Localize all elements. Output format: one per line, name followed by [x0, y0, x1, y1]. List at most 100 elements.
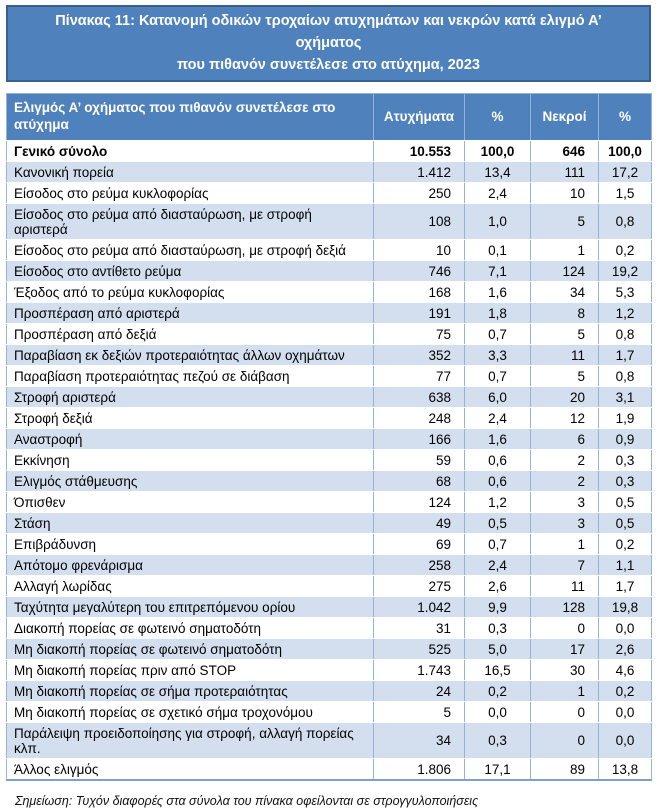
- accidents-value: 191: [373, 302, 465, 324]
- column-header-maneuver: Ελιγμός Α’ οχήματος που πιθανόν συνετέλε…: [6, 93, 374, 141]
- accidents-pct: 2,4: [464, 554, 531, 576]
- accidents-value: 1.806: [373, 758, 465, 781]
- accidents-pct: 1,8: [464, 302, 531, 324]
- accidents-value: 108: [373, 203, 465, 240]
- accidents-value: 69: [373, 533, 465, 555]
- deaths-value: 10: [530, 182, 599, 204]
- deaths-value: 34: [530, 281, 599, 303]
- accidents-value: 124: [373, 491, 465, 513]
- deaths-value: 6: [530, 428, 599, 450]
- table-row: Μη διακοπή πορείας πριν από STOP 1.743 16,…: [6, 659, 652, 681]
- accidents-pct: 0,7: [464, 323, 531, 345]
- accidents-pct: 1,2: [464, 491, 531, 513]
- accidents-pct: 7,1: [464, 260, 531, 282]
- maneuver-label: Εκκίνηση: [6, 449, 374, 471]
- accidents-pct: 0,7: [464, 365, 531, 387]
- table-row: Ελιγμός στάθμευσης 68 0,6 2 0,3: [6, 470, 652, 492]
- deaths-pct: 1,5: [598, 182, 652, 204]
- table-row: Είσοδος στο αντίθετο ρεύμα 746 7,1 124 19,2: [6, 260, 652, 282]
- deaths-value: 1: [530, 239, 599, 261]
- deaths-pct: 19,2: [598, 260, 652, 282]
- table-title-line2: που πιθανόν συνετέλεσε στο ατύχημα, 2023: [176, 56, 480, 73]
- deaths-value: 0: [530, 701, 599, 723]
- maneuver-label: Παράλειψη προειδοποίησης για στροφή, αλλ…: [6, 722, 374, 759]
- total-row: Γενικό σύνολο 10.553 100,0 646 100,0: [6, 140, 652, 162]
- deaths-value: 5: [530, 203, 599, 240]
- maneuver-label: Κανονική πορεία: [6, 161, 374, 183]
- table-row: Προσπέραση από αριστερά 191 1,8 8 1,2: [6, 302, 652, 324]
- maneuver-label: Μη διακοπή πορείας σε φωτεινό σηματοδότη: [6, 638, 374, 660]
- maneuver-label: Είσοδος στο ρεύμα κυκλοφορίας: [6, 182, 374, 204]
- deaths-value: 11: [530, 575, 599, 597]
- accidents-value: 248: [373, 407, 465, 429]
- deaths-pct: 17,2: [598, 161, 652, 183]
- deaths-pct: 0,2: [598, 680, 652, 702]
- maneuver-label: Ελιγμός στάθμευσης: [6, 470, 374, 492]
- maneuver-label: Παραβίαση εκ δεξιών προτεραιότητας άλλων…: [6, 344, 374, 366]
- accidents-value: 31: [373, 617, 465, 639]
- table-row: Άλλος ελιγμός 1.806 17,1 89 13,8: [6, 758, 652, 781]
- accidents-value: 1.042: [373, 596, 465, 618]
- deaths-pct: 5,3: [598, 281, 652, 303]
- deaths-value: 20: [530, 386, 599, 408]
- maneuver-label: Είσοδος στο αντίθετο ρεύμα: [6, 260, 374, 282]
- accidents-value: 638: [373, 386, 465, 408]
- deaths-pct: 0,2: [598, 239, 652, 261]
- accidents-value: 75: [373, 323, 465, 345]
- accidents-value: 49: [373, 512, 465, 534]
- maneuver-label: Έξοδος από το ρεύμα κυκλοφορίας: [6, 281, 374, 303]
- accidents-pct: 0,3: [464, 722, 531, 759]
- maneuver-label: Είσοδος στο ρεύμα από διασταύρωση, με στ…: [6, 203, 374, 240]
- maneuver-label: Μη διακοπή πορείας πριν από STOP: [6, 659, 374, 681]
- accidents-pct: 1,6: [464, 428, 531, 450]
- accidents-value: 275: [373, 575, 465, 597]
- maneuver-label: Παραβίαση προτεραιότητας πεζού σε διάβασ…: [6, 365, 374, 387]
- deaths-pct: 0,0: [598, 722, 652, 759]
- accidents-value: 258: [373, 554, 465, 576]
- accidents-value: 525: [373, 638, 465, 660]
- table-row: Στροφή δεξιά 248 2,4 12 1,9: [6, 407, 652, 429]
- deaths-value: 8: [530, 302, 599, 324]
- table-title: Πίνακας 11: Κατανομή οδικών τροχαίων ατυ…: [6, 5, 651, 83]
- deaths-pct: 19,8: [598, 596, 652, 618]
- deaths-value: 11: [530, 344, 599, 366]
- accidents-value: 10: [373, 239, 465, 261]
- accidents-value: 746: [373, 260, 465, 282]
- accidents-value: 352: [373, 344, 465, 366]
- table-row: Εκκίνηση 59 0,6 2 0,3: [6, 449, 652, 471]
- accidents-pct: 2,4: [464, 407, 531, 429]
- deaths-pct: 0,5: [598, 491, 652, 513]
- accidents-pct: 0,3: [464, 617, 531, 639]
- deaths-pct: 0,8: [598, 323, 652, 345]
- deaths-value: 89: [530, 758, 599, 781]
- accidents-value: 1.412: [373, 161, 465, 183]
- deaths-value: 3: [530, 512, 599, 534]
- maneuver-label: Μη διακοπή πορείας σε σχετικό σήμα τροχο…: [6, 701, 374, 723]
- deaths-pct: 1,9: [598, 407, 652, 429]
- column-header-deaths-pct: %: [598, 93, 652, 141]
- deaths-value: 12: [530, 407, 599, 429]
- table-row: Είσοδος στο ρεύμα από διασταύρωση, με στ…: [6, 203, 652, 240]
- accidents-pct: 0,1: [464, 239, 531, 261]
- deaths-value: 646: [530, 140, 599, 162]
- accidents-pct: 16,5: [464, 659, 531, 681]
- accidents-value: 5: [373, 701, 465, 723]
- table-row: Είσοδος στο ρεύμα κυκλοφορίας 250 2,4 10 1,5: [6, 182, 652, 204]
- deaths-pct: 0,3: [598, 470, 652, 492]
- deaths-pct: 0,2: [598, 533, 652, 555]
- table-row: Επιβράδυνση 69 0,7 1 0,2: [6, 533, 652, 555]
- deaths-pct: 4,6: [598, 659, 652, 681]
- accidents-value: 34: [373, 722, 465, 759]
- table-row: Μη διακοπή πορείας σε φωτεινό σηματοδότη…: [6, 638, 652, 660]
- deaths-pct: 1,7: [598, 344, 652, 366]
- deaths-value: 2: [530, 470, 599, 492]
- deaths-pct: 3,1: [598, 386, 652, 408]
- deaths-value: 30: [530, 659, 599, 681]
- accidents-value: 1.743: [373, 659, 465, 681]
- deaths-value: 3: [530, 491, 599, 513]
- maneuver-label: Στροφή αριστερά: [6, 386, 374, 408]
- accidents-pct: 9,9: [464, 596, 531, 618]
- table-row: Μη διακοπή πορείας σε σχετικό σήμα τροχο…: [6, 701, 652, 723]
- accidents-pct: 17,1: [464, 758, 531, 781]
